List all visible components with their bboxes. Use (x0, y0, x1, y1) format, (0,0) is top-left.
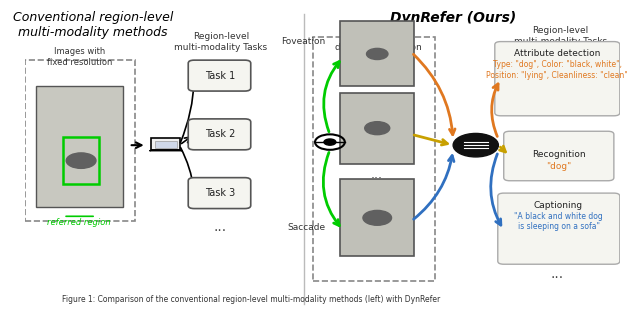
FancyBboxPatch shape (498, 193, 620, 264)
Text: Recognition: Recognition (532, 150, 586, 159)
Text: Region-level
multi-modality Tasks: Region-level multi-modality Tasks (514, 26, 607, 46)
Text: Region-level
multi-modality Tasks: Region-level multi-modality Tasks (175, 32, 268, 52)
FancyBboxPatch shape (495, 41, 620, 116)
Polygon shape (150, 150, 182, 151)
Circle shape (453, 134, 499, 157)
FancyBboxPatch shape (188, 119, 251, 150)
Text: Conventional region-level
multi-modality methods: Conventional region-level multi-modality… (13, 11, 173, 39)
Text: referred region: referred region (47, 218, 111, 227)
Text: ...: ... (213, 220, 227, 234)
Text: Attribute detection: Attribute detection (514, 49, 600, 58)
Circle shape (66, 153, 96, 168)
Text: Images with
dynamic resolution: Images with dynamic resolution (335, 32, 422, 52)
FancyBboxPatch shape (36, 86, 123, 207)
Circle shape (367, 48, 388, 60)
FancyBboxPatch shape (188, 60, 251, 91)
Text: Saccade: Saccade (287, 223, 325, 232)
FancyBboxPatch shape (155, 141, 177, 148)
FancyBboxPatch shape (340, 93, 415, 164)
FancyBboxPatch shape (340, 179, 415, 256)
Text: ...: ... (551, 266, 564, 280)
Circle shape (365, 122, 390, 135)
FancyBboxPatch shape (151, 138, 180, 150)
Text: Task 1: Task 1 (205, 71, 235, 80)
FancyBboxPatch shape (340, 22, 415, 86)
Text: Task 2: Task 2 (205, 129, 235, 139)
Text: Task 3: Task 3 (205, 188, 235, 198)
Text: "dog": "dog" (546, 162, 571, 171)
Text: "A black and white dog
is sleeping on a sofa": "A black and white dog is sleeping on a … (514, 212, 603, 231)
Text: DynRefer (Ours): DynRefer (Ours) (390, 11, 516, 25)
Text: Foveation: Foveation (281, 37, 325, 46)
Text: Type: "dog", Color: "black, white",
Position: "lying", Cleanliness: "clean": Type: "dog", Color: "black, white", Posi… (486, 60, 628, 80)
FancyBboxPatch shape (188, 178, 251, 208)
Text: Captioning: Captioning (534, 201, 583, 210)
Circle shape (363, 210, 392, 225)
Text: Images with
fixed resolution: Images with fixed resolution (47, 47, 112, 67)
FancyBboxPatch shape (504, 131, 614, 181)
Circle shape (324, 139, 336, 145)
Text: ...: ... (371, 168, 383, 181)
Text: Figure 1: Comparison of the conventional region-level multi-modality methods (le: Figure 1: Comparison of the conventional… (61, 295, 440, 305)
